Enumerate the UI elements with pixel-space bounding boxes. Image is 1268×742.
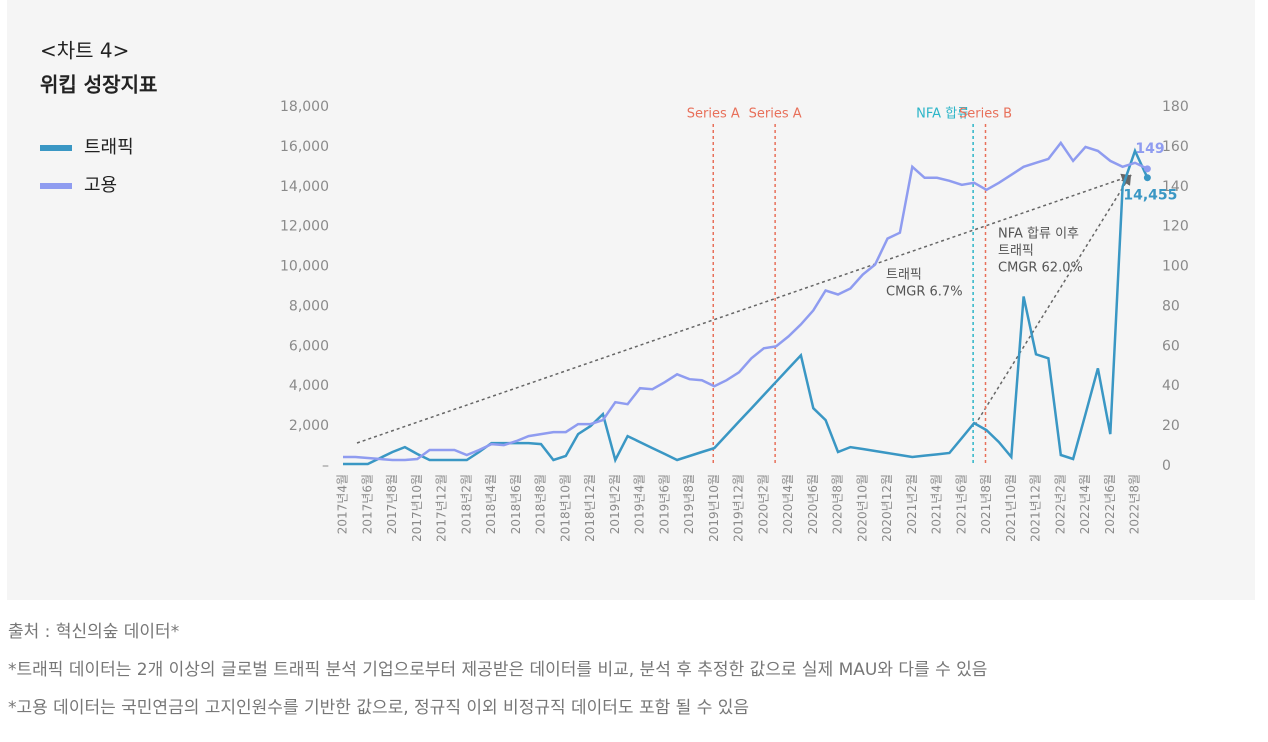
- end-dot: [1143, 165, 1151, 173]
- chart-subtitle: 위킵 성장지표: [40, 73, 157, 97]
- y2-tick-label: 20: [1162, 418, 1180, 434]
- y-tick-label: 4,000: [289, 378, 329, 394]
- annotation: CMGR 62.0%: [998, 261, 1083, 276]
- x-tick-label: 2018년2월: [459, 474, 473, 534]
- y2-tick-label: 80: [1162, 298, 1180, 314]
- x-tick-label: 2017년10월: [410, 474, 424, 542]
- event-label: NFA 합류: [916, 107, 969, 122]
- end-dot: [1143, 174, 1151, 182]
- x-tick-label: 2018년8월: [534, 474, 548, 534]
- x-tick-label: 2019년6월: [657, 474, 671, 534]
- x-tick-label: 2021년2월: [905, 474, 919, 534]
- annotation: CMGR 6.7%: [886, 285, 963, 300]
- y-tick-label: 16,000: [280, 139, 329, 155]
- y2-tick-label: 160: [1162, 139, 1189, 155]
- x-tick-label: 2022년6월: [1103, 474, 1117, 534]
- y2-tick-label: 140: [1162, 179, 1189, 195]
- y-tick-label: –: [322, 458, 329, 474]
- x-tick-label: 2021년10월: [1004, 474, 1018, 542]
- x-tick-label: 2019년12월: [732, 474, 746, 542]
- x-tick-label: 2021년4월: [930, 474, 944, 534]
- x-tick-label: 2021년8월: [979, 474, 993, 534]
- x-tick-label: 2022년2월: [1053, 474, 1067, 534]
- annotation: NFA 합류 이후: [998, 227, 1079, 242]
- x-tick-label: 2019년2월: [608, 474, 622, 534]
- x-tick-label: 2020년4월: [781, 474, 795, 534]
- series-line: [343, 147, 1149, 466]
- x-tick-label: 2017년8월: [385, 474, 399, 534]
- x-tick-label: 2021년12월: [1029, 474, 1043, 542]
- data-label: 14,455: [1123, 188, 1177, 204]
- x-tick-label: 2020년2월: [756, 474, 770, 534]
- legend-label: 트래픽: [84, 137, 134, 158]
- x-tick-label: 2022년4월: [1078, 474, 1092, 534]
- note: *트래픽 데이터는 2개 이상의 글로벌 트래픽 분석 기업으로부터 제공받은 …: [8, 660, 987, 680]
- y2-tick-label: 40: [1162, 378, 1180, 394]
- x-tick-label: 2018년6월: [509, 474, 523, 534]
- y-tick-label: 8,000: [289, 298, 329, 314]
- y2-tick-label: 0: [1162, 458, 1171, 474]
- y-tick-label: 12,000: [280, 219, 329, 235]
- x-tick-label: 2021년6월: [954, 474, 968, 534]
- event-label: Series B: [959, 107, 1012, 122]
- chart-title: <차트 4>: [40, 39, 129, 63]
- x-tick-label: 2019년10월: [707, 474, 721, 542]
- x-tick-label: 2018년12월: [583, 474, 597, 542]
- y2-tick-label: 180: [1162, 99, 1189, 115]
- y-tick-label: 6,000: [289, 338, 329, 354]
- x-tick-label: 2020년12월: [880, 474, 894, 542]
- x-tick-label: 2018년10월: [558, 474, 572, 542]
- y2-tick-label: 120: [1162, 219, 1189, 235]
- trend-line: [356, 173, 1132, 444]
- legend-label: 고용: [84, 175, 117, 196]
- trend-line: [974, 174, 1132, 426]
- x-tick-label: 2019년8월: [682, 474, 696, 534]
- y-tick-label: 18,000: [280, 99, 329, 115]
- series-line: [343, 140, 1148, 462]
- y-tick-label: 10,000: [280, 259, 329, 275]
- event-label: Series A: [749, 107, 802, 122]
- note: 출처 : 혁신의숲 데이터*: [8, 622, 179, 642]
- data-label: 149: [1135, 141, 1164, 157]
- x-tick-label: 2018년4월: [484, 474, 498, 534]
- x-tick-label: 2022년8월: [1128, 474, 1142, 534]
- y-tick-label: 2,000: [289, 418, 329, 434]
- x-tick-label: 2017년4월: [336, 474, 350, 534]
- x-tick-label: 2020년10월: [855, 474, 869, 542]
- x-tick-label: 2020년8월: [831, 474, 845, 534]
- annotation: 트래픽: [886, 268, 922, 283]
- event-label: Series A: [687, 107, 740, 122]
- annotation: 트래픽: [998, 244, 1034, 259]
- y-tick-label: 14,000: [280, 179, 329, 195]
- panel: [7, 0, 1255, 600]
- x-tick-label: 2020년6월: [806, 474, 820, 534]
- x-tick-label: 2017년12월: [435, 474, 449, 542]
- y2-tick-label: 100: [1162, 259, 1189, 275]
- note: *고용 데이터는 국민연금의 고지인원수를 기반한 값으로, 정규직 이외 비정…: [8, 698, 749, 718]
- y2-tick-label: 60: [1162, 338, 1180, 354]
- x-tick-label: 2019년4월: [633, 474, 647, 534]
- x-tick-label: 2017년6월: [360, 474, 374, 534]
